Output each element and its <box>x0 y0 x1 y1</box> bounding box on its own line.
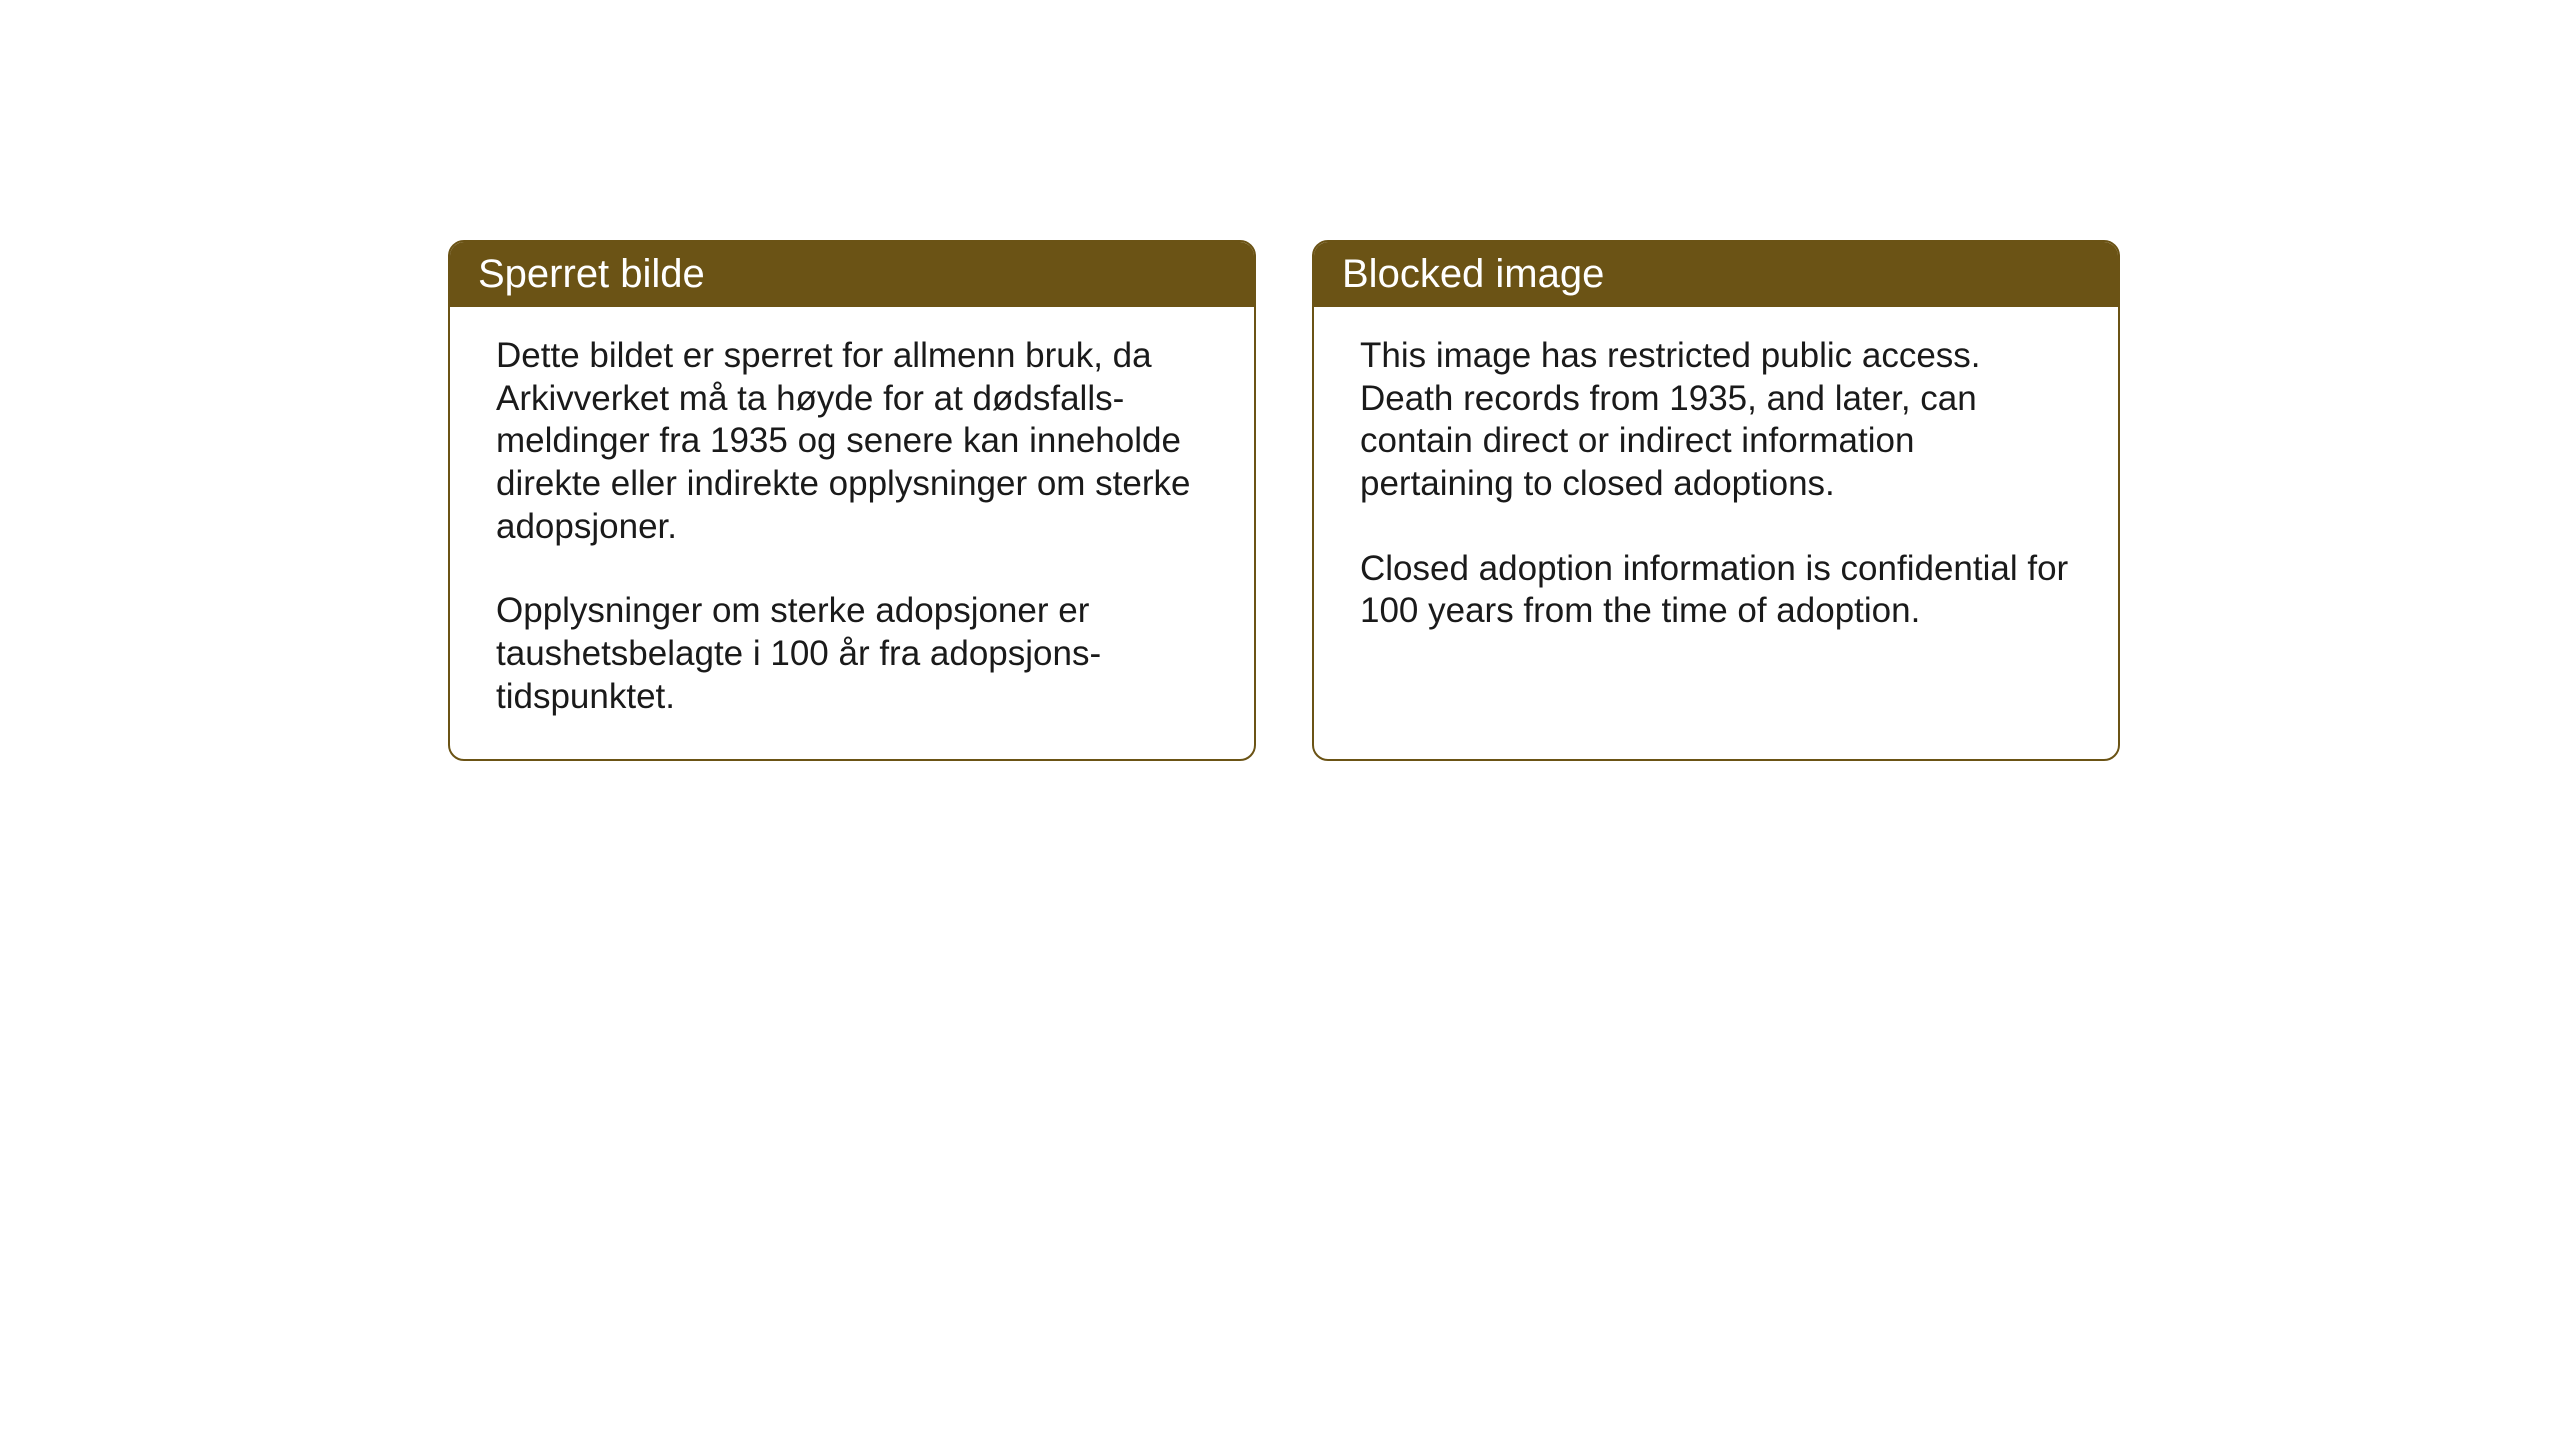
card-english: Blocked image This image has restricted … <box>1312 240 2120 761</box>
card-header-norwegian: Sperret bilde <box>450 242 1254 307</box>
card-title-english: Blocked image <box>1342 252 1604 296</box>
card-paragraph-1-english: This image has restricted public access.… <box>1360 335 2072 506</box>
cards-container: Sperret bilde Dette bildet er sperret fo… <box>448 240 2120 761</box>
card-body-english: This image has restricted public access.… <box>1314 307 2118 745</box>
card-norwegian: Sperret bilde Dette bildet er sperret fo… <box>448 240 1256 761</box>
card-header-english: Blocked image <box>1314 242 2118 307</box>
card-body-norwegian: Dette bildet er sperret for allmenn bruk… <box>450 307 1254 759</box>
card-paragraph-1-norwegian: Dette bildet er sperret for allmenn bruk… <box>496 335 1208 548</box>
card-paragraph-2-english: Closed adoption information is confident… <box>1360 548 2072 633</box>
card-title-norwegian: Sperret bilde <box>478 252 705 296</box>
card-paragraph-2-norwegian: Opplysninger om sterke adopsjoner er tau… <box>496 590 1208 718</box>
